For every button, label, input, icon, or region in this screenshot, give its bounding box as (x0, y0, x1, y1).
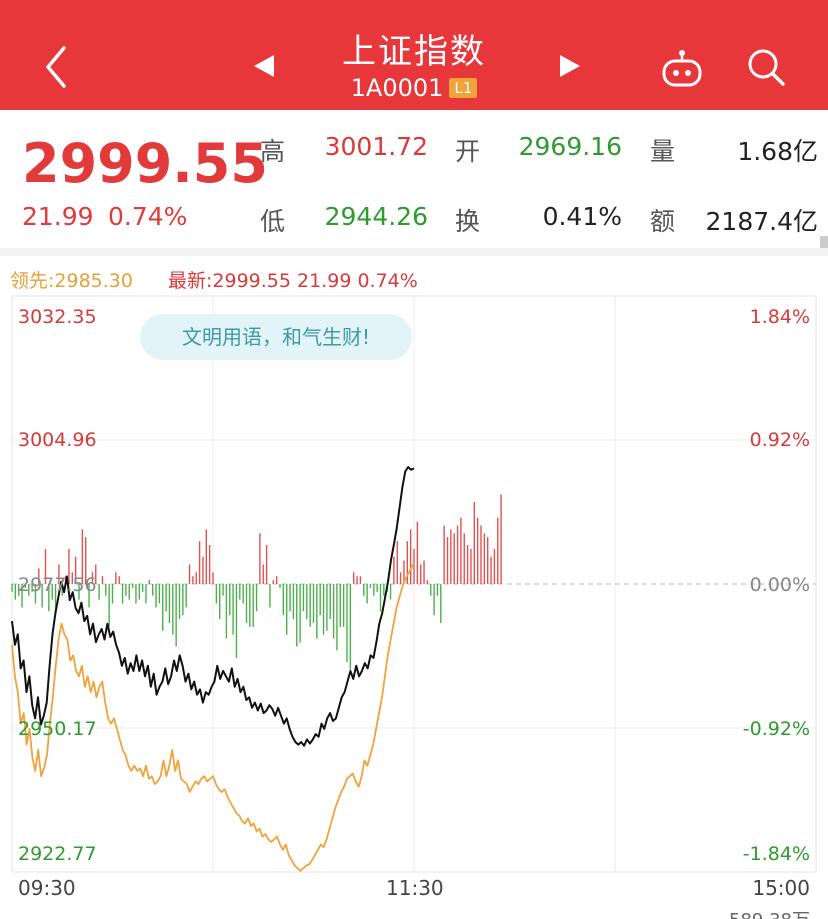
series-line-0 (11, 466, 415, 747)
latest-quote-legend: 最新:2999.55 21.99 0.74% (168, 270, 418, 292)
open-value: 2969.16 (518, 132, 622, 161)
y-tick-left-0: 3032.35 (18, 306, 97, 328)
next-arrow-icon[interactable] (556, 55, 582, 77)
stock-code: 1A0001 L1 (0, 74, 828, 102)
x-tick-1: 11:30 (386, 876, 444, 900)
low-value: 2944.26 (324, 202, 428, 231)
volume-snippet: 589.38万 (729, 906, 810, 919)
y-tick-left-4: 2922.77 (18, 843, 97, 865)
series-line-1 (11, 562, 415, 872)
scroll-indicator (820, 236, 828, 248)
y-tick-left-3: 2950.17 (18, 718, 97, 740)
page-title: 上证指数 (342, 32, 486, 72)
leading-index-legend: 领先:2985.30 (10, 270, 133, 292)
y-tick-right-2: 0.00% (749, 574, 810, 596)
current-price: 2999.55 (22, 132, 268, 195)
amount-label: 额 (650, 207, 676, 236)
low-label: 低 (260, 207, 286, 236)
intraday-chart-panel[interactable]: 领先:2985.30 最新:2999.55 21.99 0.74% 文明用语，和… (0, 256, 828, 919)
volume-value: 1.68亿 (737, 137, 818, 166)
x-tick-0: 09:30 (18, 876, 76, 900)
y-tick-right-1: 0.92% (749, 429, 810, 451)
y-tick-left-1: 3004.96 (18, 429, 97, 451)
prev-arrow-icon[interactable] (252, 55, 278, 77)
y-tick-right-3: -0.92% (742, 718, 810, 740)
y-tick-right-4: -1.84% (742, 843, 810, 865)
stock-code-text: 1A0001 (350, 74, 444, 102)
turnover-value: 0.41% (542, 202, 622, 231)
quote-panel: 2999.55 21.99 0.74% 高 3001.72 低 2944.26 … (0, 110, 828, 248)
level-badge: L1 (449, 78, 478, 98)
header-bar: 上证指数 1A0001 L1 (0, 0, 828, 110)
amount-value: 2187.4亿 (705, 207, 818, 236)
search-icon[interactable] (745, 46, 787, 88)
turnover-label: 换 (455, 207, 481, 236)
back-icon[interactable] (38, 42, 74, 92)
high-label: 高 (260, 137, 286, 166)
robot-icon[interactable] (660, 48, 704, 88)
open-label: 开 (455, 137, 481, 166)
x-tick-2: 15:00 (752, 876, 810, 900)
y-tick-left-2: 2977.56 (18, 574, 97, 596)
intraday-chart[interactable] (0, 256, 828, 919)
y-tick-right-0: 1.84% (749, 306, 810, 328)
volume-label: 量 (650, 137, 676, 166)
high-value: 3001.72 (324, 132, 428, 161)
price-change-pct: 0.74% (108, 202, 188, 231)
price-change: 21.99 (22, 202, 94, 231)
civility-banner: 文明用语，和气生财! (140, 314, 412, 360)
